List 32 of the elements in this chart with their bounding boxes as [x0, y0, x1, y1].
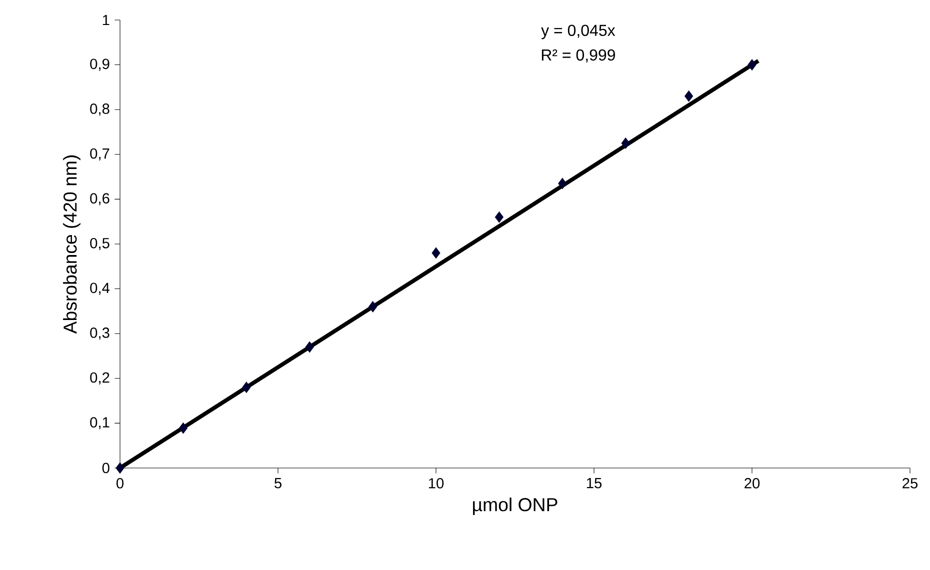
y-tick-label: 0,9 — [90, 58, 110, 71]
x-tick-label: 20 — [744, 478, 760, 488]
point — [368, 301, 378, 312]
point — [116, 462, 124, 474]
annotation: R² = 0,999 — [542, 49, 615, 63]
point — [558, 178, 567, 190]
y-tick-label: 0,7 — [90, 148, 110, 160]
x-tick-label: 25 — [902, 478, 918, 488]
annotation: y = 0,045x — [541, 24, 616, 40]
point — [305, 341, 314, 353]
y-axis-title: Absrobance (420 nm) — [63, 155, 80, 334]
x-tick-label: 0 — [116, 478, 124, 488]
point — [684, 90, 694, 102]
y-tick-label: 0,6 — [90, 193, 110, 206]
y-tick-label: 0,1 — [90, 417, 110, 430]
y-tick-label: 1 — [102, 14, 110, 26]
y-tick-label: 0,8 — [90, 104, 110, 116]
point — [242, 382, 251, 393]
x-tick-label: 15 — [586, 478, 602, 488]
x-tick-label: 5 — [274, 478, 282, 488]
y-tick-label: 0,2 — [90, 372, 110, 384]
point — [748, 59, 756, 70]
point — [178, 422, 188, 434]
y-tick-label: 0,4 — [90, 282, 110, 295]
y-tick-label: 0 — [102, 462, 110, 474]
x-tick-label: 10 — [428, 478, 444, 488]
point — [494, 212, 504, 223]
point — [432, 247, 440, 259]
y-tick-label: 0,3 — [90, 328, 110, 340]
point — [621, 138, 630, 149]
y-tick-label: 0,5 — [90, 238, 110, 250]
x-axis-title: µmol ONP — [473, 498, 558, 515]
